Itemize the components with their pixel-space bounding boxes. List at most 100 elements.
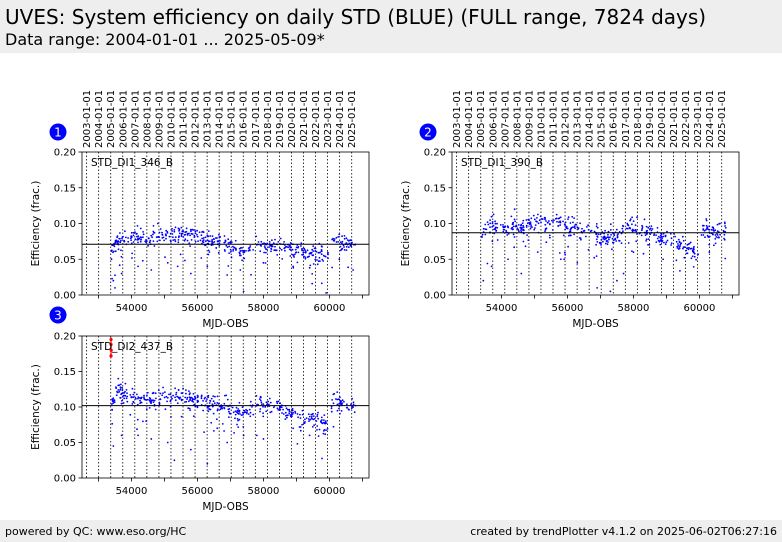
- data-point: [196, 394, 199, 397]
- outlier-point: [226, 274, 229, 276]
- data-point: [119, 241, 122, 244]
- data-point: [212, 395, 215, 397]
- data-point: [697, 253, 699, 256]
- data-point: [120, 383, 122, 386]
- data-point: [264, 262, 267, 264]
- data-point: [534, 224, 537, 227]
- y-tick-label: 0.00: [54, 474, 76, 485]
- data-point: [185, 392, 187, 395]
- data-point: [512, 223, 514, 226]
- data-point: [670, 242, 673, 245]
- outlier-point: [563, 258, 566, 261]
- data-point: [235, 406, 238, 409]
- data-point: [168, 393, 170, 396]
- data-point: [629, 219, 631, 222]
- data-point: [675, 240, 678, 243]
- data-point: [347, 240, 350, 242]
- data-point: [242, 251, 245, 254]
- footer-powered-by[interactable]: powered by QC: www.eso.org/HC: [5, 525, 187, 538]
- data-point: [669, 233, 672, 235]
- data-point: [252, 249, 255, 251]
- data-point: [580, 238, 582, 241]
- data-point: [722, 230, 725, 233]
- data-point: [337, 398, 340, 401]
- data-point: [496, 239, 499, 241]
- data-point: [320, 245, 323, 248]
- data-point: [607, 233, 609, 236]
- data-point: [522, 219, 525, 222]
- data-point: [174, 240, 177, 243]
- data-point: [218, 244, 221, 247]
- data-point: [318, 256, 321, 259]
- data-point: [194, 405, 197, 408]
- data-point: [285, 407, 288, 410]
- data-point: [139, 236, 142, 239]
- data-point: [206, 398, 208, 400]
- outlier-point: [226, 441, 229, 444]
- data-point: [119, 237, 121, 240]
- data-point: [137, 396, 140, 399]
- data-point: [316, 415, 319, 418]
- data-point: [228, 245, 231, 248]
- data-point: [657, 235, 660, 238]
- data-point: [125, 236, 127, 239]
- data-point: [544, 223, 547, 226]
- data-point: [351, 241, 353, 244]
- data-point: [276, 407, 279, 410]
- data-point: [162, 386, 165, 389]
- data-point: [568, 230, 571, 233]
- data-point: [723, 233, 726, 236]
- year-label: 2021-01-01: [669, 90, 680, 148]
- data-point: [491, 221, 494, 223]
- year-label: 2006-01-01: [118, 90, 129, 148]
- data-point: [208, 402, 211, 404]
- data-point: [320, 250, 323, 253]
- data-point: [611, 248, 613, 251]
- data-point: [284, 418, 287, 420]
- data-point: [263, 245, 266, 248]
- data-point: [188, 242, 191, 245]
- data-point: [658, 240, 661, 243]
- data-point: [336, 398, 339, 401]
- data-point: [661, 237, 663, 240]
- data-point: [182, 387, 185, 390]
- data-point: [211, 239, 214, 241]
- data-point: [579, 237, 582, 240]
- data-point: [154, 392, 157, 395]
- data-point: [292, 266, 295, 269]
- data-point: [268, 397, 271, 400]
- year-label: 2024-01-01: [705, 90, 716, 148]
- data-point: [164, 391, 166, 393]
- data-point: [223, 402, 226, 405]
- data-point: [142, 420, 144, 423]
- data-point: [242, 413, 244, 416]
- data-point: [197, 240, 200, 243]
- data-point: [155, 397, 157, 400]
- data-point: [211, 235, 214, 238]
- data-point: [545, 220, 547, 222]
- data-point: [495, 226, 497, 229]
- data-point: [569, 228, 572, 231]
- data-point: [627, 242, 630, 244]
- data-point: [238, 418, 241, 421]
- data-point: [343, 400, 345, 403]
- data-point: [223, 430, 226, 432]
- data-point: [164, 256, 166, 259]
- data-point: [276, 254, 279, 256]
- data-point: [259, 408, 262, 410]
- data-point: [299, 429, 302, 432]
- data-point: [312, 415, 315, 417]
- data-point: [221, 423, 224, 425]
- data-point: [343, 249, 346, 251]
- data-point: [716, 223, 719, 226]
- year-label: 2011-01-01: [179, 90, 190, 148]
- data-point: [247, 249, 250, 252]
- data-point: [309, 252, 311, 255]
- data-point: [148, 241, 151, 244]
- data-point: [248, 248, 251, 251]
- x-tick-label: 60000: [684, 303, 716, 314]
- data-point: [341, 240, 344, 243]
- data-point: [525, 224, 528, 227]
- data-point: [180, 232, 183, 235]
- data-point: [232, 250, 235, 252]
